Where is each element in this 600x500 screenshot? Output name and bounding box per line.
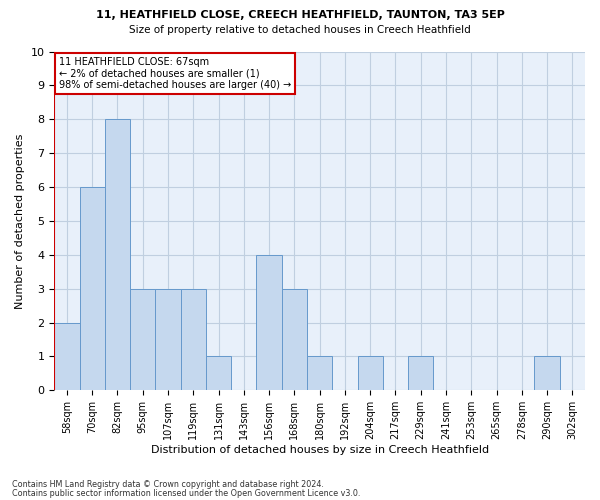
Bar xyxy=(282,288,307,390)
Text: Contains public sector information licensed under the Open Government Licence v3: Contains public sector information licen… xyxy=(12,490,361,498)
Bar xyxy=(54,322,80,390)
Text: Contains HM Land Registry data © Crown copyright and database right 2024.: Contains HM Land Registry data © Crown c… xyxy=(12,480,324,489)
Bar xyxy=(105,120,130,390)
Y-axis label: Number of detached properties: Number of detached properties xyxy=(15,133,25,308)
Bar xyxy=(256,255,282,390)
Text: 11 HEATHFIELD CLOSE: 67sqm
← 2% of detached houses are smaller (1)
98% of semi-d: 11 HEATHFIELD CLOSE: 67sqm ← 2% of detac… xyxy=(59,56,292,90)
Bar xyxy=(155,288,181,390)
Bar xyxy=(80,187,105,390)
Bar xyxy=(307,356,332,390)
Text: 11, HEATHFIELD CLOSE, CREECH HEATHFIELD, TAUNTON, TA3 5EP: 11, HEATHFIELD CLOSE, CREECH HEATHFIELD,… xyxy=(95,10,505,20)
Text: Size of property relative to detached houses in Creech Heathfield: Size of property relative to detached ho… xyxy=(129,25,471,35)
Bar xyxy=(206,356,231,390)
Bar xyxy=(358,356,383,390)
Bar xyxy=(408,356,433,390)
Bar xyxy=(181,288,206,390)
Bar xyxy=(130,288,155,390)
Bar xyxy=(535,356,560,390)
X-axis label: Distribution of detached houses by size in Creech Heathfield: Distribution of detached houses by size … xyxy=(151,445,489,455)
